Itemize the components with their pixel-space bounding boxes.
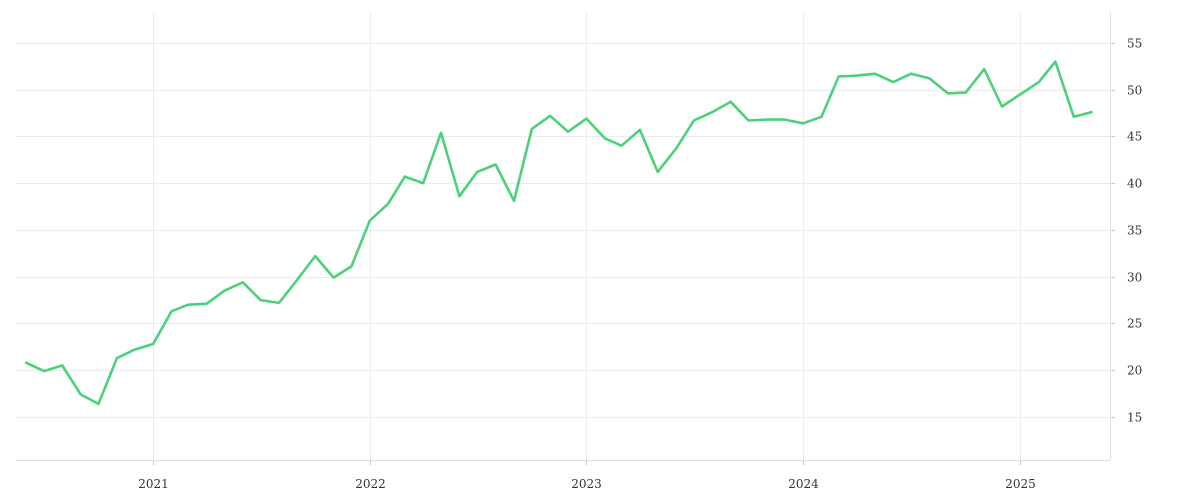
y-tick-label: 15 — [1127, 411, 1142, 425]
x-tick-label: 2021 — [138, 477, 169, 491]
y-tick-label: 35 — [1127, 224, 1142, 238]
series-layer — [24, 60, 1093, 406]
y-tick-label: 20 — [1127, 364, 1142, 378]
y-tick-label: 45 — [1127, 130, 1142, 144]
y-tick-label: 25 — [1127, 317, 1142, 331]
y-tick-label: 50 — [1127, 84, 1142, 98]
x-tick-label: 2025 — [1005, 477, 1036, 491]
x-tick-label: 2024 — [788, 477, 819, 491]
y-tick-label: 40 — [1127, 177, 1142, 191]
y-tick-label: 55 — [1127, 37, 1142, 51]
grid — [16, 12, 1110, 460]
series-line — [24, 60, 1093, 406]
x-tick-label: 2022 — [355, 477, 386, 491]
y-tick-label: 30 — [1127, 271, 1142, 285]
x-tick-label: 2023 — [571, 477, 602, 491]
